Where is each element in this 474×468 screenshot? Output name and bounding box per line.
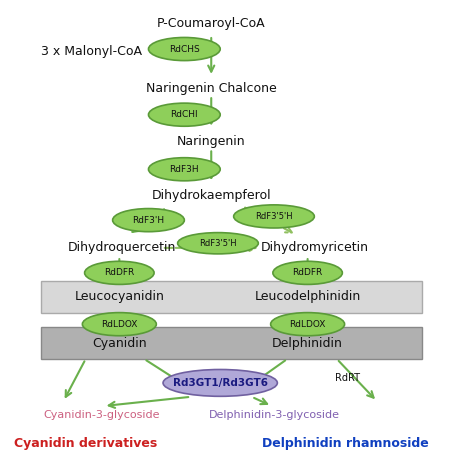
Ellipse shape <box>148 37 220 60</box>
Ellipse shape <box>82 313 156 336</box>
Text: RdF3'H: RdF3'H <box>132 216 164 225</box>
Text: RdLDOX: RdLDOX <box>290 320 326 329</box>
Text: Naringenin: Naringenin <box>177 135 246 148</box>
Text: RdCHS: RdCHS <box>169 44 200 53</box>
Text: Delphinidin: Delphinidin <box>272 336 343 350</box>
Text: RdDFR: RdDFR <box>292 268 323 278</box>
Ellipse shape <box>84 261 154 285</box>
FancyBboxPatch shape <box>41 328 422 359</box>
Text: Rd3GT1/Rd3GT6: Rd3GT1/Rd3GT6 <box>173 378 268 388</box>
Ellipse shape <box>178 233 258 254</box>
Text: RdLDOX: RdLDOX <box>101 320 137 329</box>
FancyBboxPatch shape <box>41 281 422 313</box>
Text: Cyanidin: Cyanidin <box>92 336 146 350</box>
Text: Cyanidin derivatives: Cyanidin derivatives <box>14 437 157 450</box>
Text: RdF3'5'H: RdF3'5'H <box>199 239 237 248</box>
Ellipse shape <box>273 261 342 285</box>
Text: Naringenin Chalcone: Naringenin Chalcone <box>146 82 277 95</box>
Text: 3 x Malonyl-CoA: 3 x Malonyl-CoA <box>41 45 142 58</box>
Text: Delphinidin rhamnoside: Delphinidin rhamnoside <box>262 437 429 450</box>
Text: RdF3H: RdF3H <box>170 165 199 174</box>
Text: Dihydromyricetin: Dihydromyricetin <box>260 241 368 255</box>
Text: P-Coumaroyl-CoA: P-Coumaroyl-CoA <box>157 17 265 30</box>
Text: RdF3'5'H: RdF3'5'H <box>255 212 293 221</box>
Text: RdDFR: RdDFR <box>104 268 135 278</box>
Text: Leucocyanidin: Leucocyanidin <box>74 290 164 303</box>
Text: Leucodelphinidin: Leucodelphinidin <box>255 290 361 303</box>
Ellipse shape <box>113 209 184 232</box>
Text: Dihydrokaempferol: Dihydrokaempferol <box>151 189 271 202</box>
Ellipse shape <box>271 313 345 336</box>
Text: RdCHI: RdCHI <box>171 110 198 119</box>
Text: Cyanidin-3-glycoside: Cyanidin-3-glycoside <box>43 410 160 420</box>
Ellipse shape <box>234 205 314 228</box>
Text: RdRT: RdRT <box>336 373 360 383</box>
Text: Delphinidin-3-glycoside: Delphinidin-3-glycoside <box>209 410 339 420</box>
Ellipse shape <box>163 370 277 396</box>
Ellipse shape <box>148 158 220 181</box>
Ellipse shape <box>148 103 220 126</box>
Text: Dihydroquercetin: Dihydroquercetin <box>67 241 176 255</box>
